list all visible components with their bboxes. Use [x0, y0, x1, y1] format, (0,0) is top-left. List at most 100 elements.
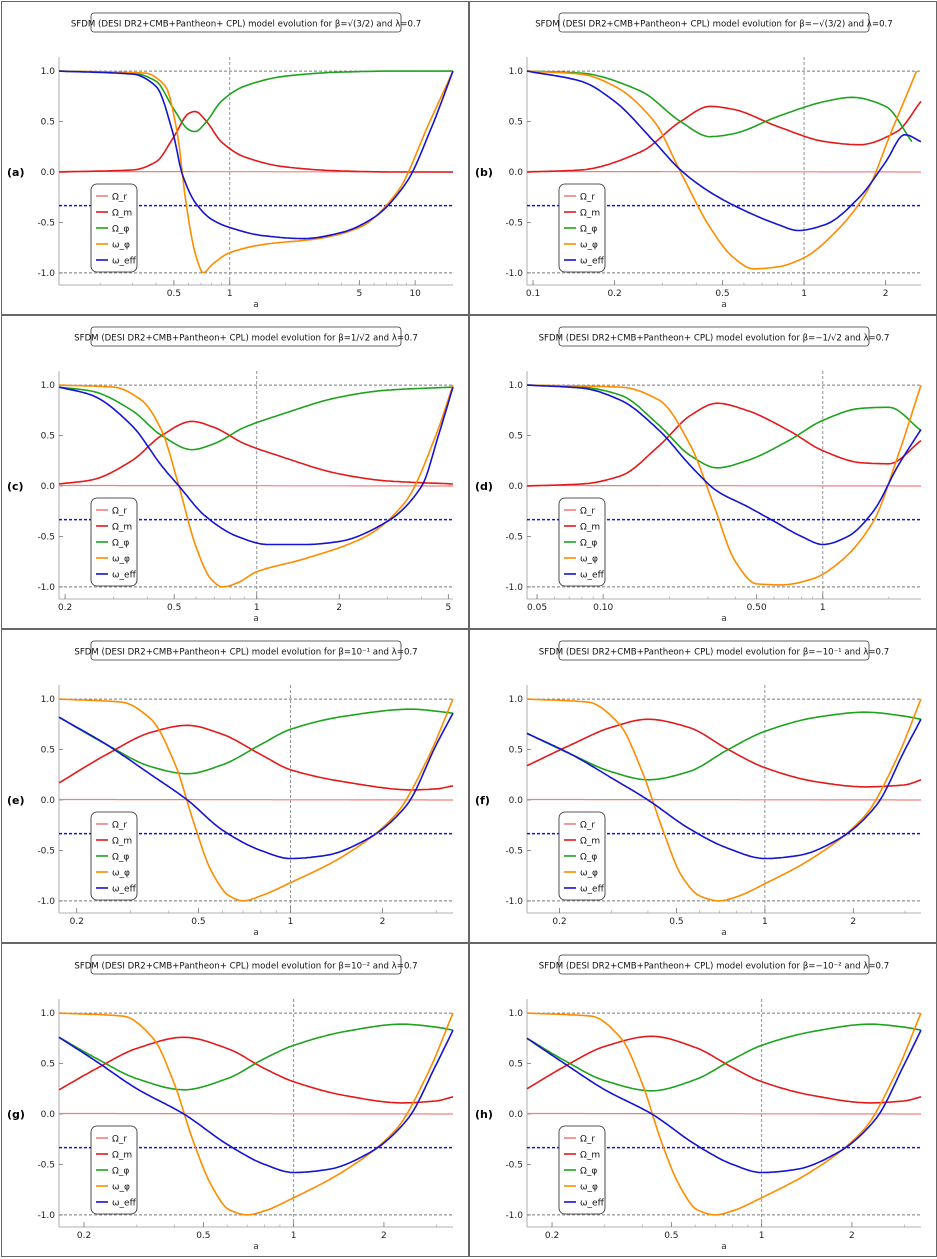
chart-title: SFDM (DESI DR2+CMB+Pantheon+ CPL) model …	[535, 20, 893, 30]
series-line-omega-r	[527, 484, 921, 487]
series-line-omega-phi	[526, 1023, 922, 1092]
x-axis-label: a	[721, 1242, 727, 1252]
x-axis-label: a	[253, 928, 259, 938]
panel-frame	[469, 315, 937, 629]
x-tick-label: 0.2	[58, 603, 72, 613]
y-tick-label: 0.5	[509, 432, 523, 442]
chart-title-box: SFDM (DESI DR2+CMB+Pantheon+ CPL) model …	[74, 640, 418, 661]
series-line-omega-phi	[526, 711, 922, 781]
x-tick-label: 1	[759, 1231, 765, 1241]
series-line-omega-r	[59, 484, 453, 487]
legend: Ω_r Ω_m Ω_φ ω_φ ω_eff	[558, 1125, 606, 1215]
panel-frame	[1, 629, 469, 943]
chart-title: SFDM (DESI DR2+CMB+Pantheon+ CPL) model …	[74, 648, 417, 658]
legend-label: Ω_r	[580, 506, 595, 516]
series-line-omega-eff	[526, 718, 922, 860]
legend-label: ω_φ	[580, 554, 598, 564]
panel-label: (h)	[475, 1108, 493, 1121]
y-tick-label: 0.0	[41, 482, 56, 492]
x-tick-label: 0.50	[747, 603, 767, 613]
y-tick-label: 0.0	[41, 796, 56, 806]
legend: Ω_r Ω_m Ω_φ ω_φ ω_eff	[90, 183, 138, 273]
x-tick-label: 0.5	[167, 603, 181, 613]
y-tick-label: 1.0	[509, 695, 524, 705]
series-line-omega-eff	[58, 386, 454, 546]
y-tick-label: 0.0	[509, 1110, 524, 1120]
series-line-omega-m	[58, 110, 453, 173]
panel-label: (e)	[7, 794, 25, 807]
x-tick-label: 0.5	[664, 1231, 678, 1241]
chart-panel-b: SFDM (DESI DR2+CMB+Pantheon+ CPL) model …	[469, 1, 937, 315]
panel-frame	[1, 315, 469, 629]
panel-frame	[1, 1, 469, 315]
y-tick-label: 1.0	[509, 381, 524, 391]
series-line-omega-m	[526, 718, 922, 788]
y-tick-label: -0.5	[505, 532, 523, 542]
legend-label: Ω_r	[112, 820, 127, 830]
panel-frame	[469, 629, 937, 943]
y-tick-label: -0.5	[37, 846, 55, 856]
legend-label: Ω_m	[112, 522, 132, 532]
y-tick-label: -1.0	[37, 1211, 55, 1221]
y-tick-label: -0.5	[505, 1160, 523, 1170]
legend-label: ω_φ	[112, 240, 130, 250]
legend-frame	[558, 183, 606, 273]
x-tick-label: 1	[254, 603, 260, 613]
legend-label: Ω_m	[112, 1150, 132, 1160]
y-tick-label: -1.0	[505, 583, 523, 593]
chart-panel-c: SFDM (DESI DR2+CMB+Pantheon+ CPL) model …	[1, 315, 469, 629]
legend-label: Ω_r	[112, 192, 127, 202]
x-tick-label: 5	[356, 289, 362, 299]
series-line-omega-r	[527, 170, 921, 173]
series-line-omega-r	[59, 798, 453, 801]
panel-label: (a)	[7, 166, 24, 179]
legend-label: Ω_φ	[112, 538, 129, 548]
y-tick-label: 0.0	[509, 796, 524, 806]
chart-title-box: SFDM (DESI DR2+CMB+Pantheon+ CPL) model …	[74, 954, 418, 975]
series-line-omega-m	[526, 402, 922, 487]
y-tick-label: 1.0	[41, 695, 56, 705]
chart-title-box: SFDM (DESI DR2+CMB+Pantheon+ CPL) model …	[539, 326, 889, 347]
legend-label: ω_eff	[580, 1198, 605, 1208]
legend-label: Ω_r	[580, 1134, 595, 1144]
chart-panel-h: SFDM (DESI DR2+CMB+Pantheon+ CPL) model …	[469, 943, 937, 1257]
legend-label: ω_φ	[112, 554, 130, 564]
series-line-omega-eff	[526, 70, 922, 232]
x-tick-label: 1	[820, 603, 826, 613]
legend-label: Ω_m	[580, 1150, 600, 1160]
chart-title-box: SFDM (DESI DR2+CMB+Pantheon+ CPL) model …	[535, 12, 893, 33]
y-tick-label: -0.5	[37, 218, 55, 228]
y-tick-label: 0.5	[509, 746, 523, 756]
x-tick-label: 0.2	[77, 1231, 91, 1241]
y-tick-label: 0.5	[509, 1060, 523, 1070]
series-line-omega-phi	[526, 698, 922, 902]
series-line-omega-eff	[58, 1029, 454, 1174]
legend-label: ω_eff	[580, 570, 605, 580]
series-line-omega-phi	[58, 708, 454, 775]
x-tick-label: 1	[801, 289, 807, 299]
x-axis-label: a	[721, 928, 727, 938]
chart-title-box: SFDM (DESI DR2+CMB+Pantheon+ CPL) model …	[539, 640, 889, 661]
y-tick-label: 0.5	[41, 118, 55, 128]
series-line-omega-r	[59, 1112, 453, 1115]
x-axis-label: a	[721, 300, 727, 310]
x-tick-label: 0.2	[552, 917, 566, 927]
chart-panel-a: SFDM (DESI DR2+CMB+Pantheon+ CPL) model …	[1, 1, 469, 315]
y-tick-label: -0.5	[505, 846, 523, 856]
x-tick-label: 2	[883, 289, 889, 299]
legend-label: ω_φ	[112, 868, 130, 878]
chart-title-frame	[90, 326, 402, 347]
series-line-omega-m	[526, 100, 922, 173]
y-tick-label: -0.5	[505, 218, 523, 228]
x-tick-label: 0.5	[196, 1231, 210, 1241]
legend-label: Ω_r	[580, 820, 595, 830]
legend-label: Ω_m	[112, 208, 132, 218]
chart-title-frame	[558, 640, 870, 661]
y-tick-label: 1.0	[509, 67, 524, 77]
legend-label: ω_φ	[112, 1182, 130, 1192]
x-axis-label: a	[253, 300, 259, 310]
chart-panel-g: SFDM (DESI DR2+CMB+Pantheon+ CPL) model …	[1, 943, 469, 1257]
chart-title: SFDM (DESI DR2+CMB+Pantheon+ CPL) model …	[74, 334, 418, 344]
legend-label: Ω_φ	[112, 1166, 129, 1176]
y-tick-label: 0.0	[41, 168, 56, 178]
